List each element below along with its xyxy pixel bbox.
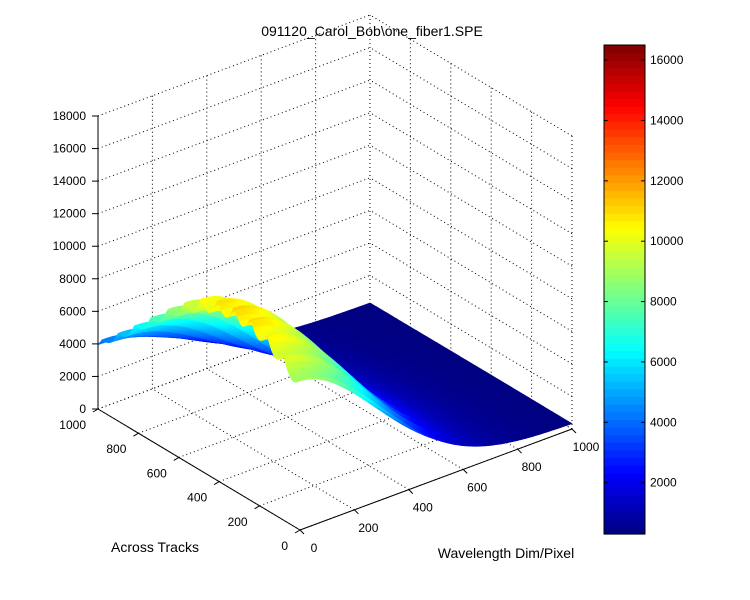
grid-line-z-back [97, 112, 371, 215]
grid-line-z-back [97, 47, 371, 150]
grid-line-z-side [369, 209, 573, 332]
grid-line-z-back [97, 209, 371, 312]
surface-layer [97, 296, 573, 447]
grid-line-y-floor [219, 380, 492, 483]
grid-line-z-side [369, 14, 573, 137]
grid-line-z-back [97, 307, 371, 410]
grid-line-z-back [97, 274, 371, 377]
grid-line-z-back [97, 14, 371, 117]
grid-line-y-floor [138, 331, 411, 434]
grid-line-z-side [369, 177, 573, 300]
grid-line-x-floor [206, 368, 410, 491]
grid-line-y-floor [178, 355, 451, 458]
grid-line-x-floor [152, 388, 355, 511]
grid-line-z-back [97, 79, 371, 182]
grid-line-z-side [369, 242, 573, 365]
grid-line-z-side [369, 275, 573, 397]
grid-line-z-back [97, 177, 371, 280]
grid-line-y-floor [259, 404, 532, 507]
axes-back [97, 14, 573, 531]
grid-line-z-back [97, 144, 371, 247]
grid-line-z-side [369, 47, 573, 169]
grid-line-z-side [369, 112, 573, 235]
grid-line-z-side [369, 144, 573, 267]
grid-line-z-side [369, 79, 573, 202]
